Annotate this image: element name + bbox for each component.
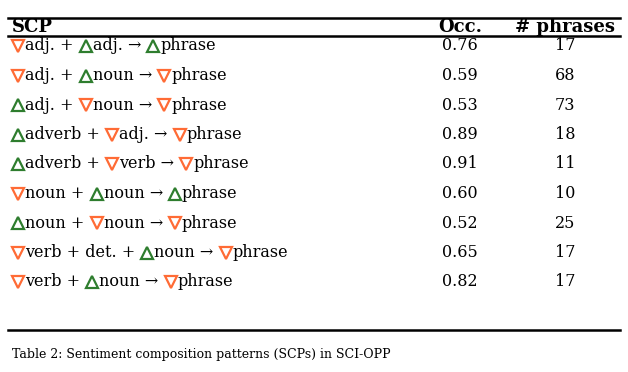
Text: adj. →: adj. → — [119, 126, 173, 143]
Text: noun +: noun + — [25, 215, 90, 231]
Text: 0.65: 0.65 — [442, 244, 478, 261]
Text: phrase: phrase — [160, 38, 216, 55]
Text: # phrases: # phrases — [515, 18, 615, 36]
Text: 0.76: 0.76 — [442, 38, 478, 55]
Text: noun →: noun → — [92, 96, 157, 113]
Text: phrase: phrase — [182, 185, 237, 202]
Text: 0.53: 0.53 — [442, 96, 478, 113]
Text: phrase: phrase — [233, 244, 288, 261]
Text: verb →: verb → — [119, 155, 179, 173]
Text: noun →: noun → — [154, 244, 219, 261]
Text: 17: 17 — [555, 244, 575, 261]
Text: 0.89: 0.89 — [442, 126, 478, 143]
Text: 0.59: 0.59 — [442, 67, 478, 84]
Text: 73: 73 — [555, 96, 575, 113]
Text: adverb +: adverb + — [25, 155, 105, 173]
Text: 25: 25 — [555, 215, 575, 231]
Text: 10: 10 — [555, 185, 575, 202]
Text: 0.82: 0.82 — [442, 273, 478, 291]
Text: 17: 17 — [555, 273, 575, 291]
Text: 68: 68 — [555, 67, 575, 84]
Text: 0.91: 0.91 — [442, 155, 478, 173]
Text: adj. +: adj. + — [25, 38, 78, 55]
Text: phrase: phrase — [187, 126, 242, 143]
Text: adj. +: adj. + — [25, 96, 78, 113]
Text: adj. →: adj. → — [92, 38, 146, 55]
Text: SCP: SCP — [12, 18, 53, 36]
Text: noun +: noun + — [25, 185, 90, 202]
Text: verb + det. +: verb + det. + — [25, 244, 141, 261]
Text: 18: 18 — [555, 126, 575, 143]
Text: 17: 17 — [555, 38, 575, 55]
Text: phrase: phrase — [182, 215, 237, 231]
Text: noun →: noun → — [92, 67, 157, 84]
Text: phrase: phrase — [171, 96, 227, 113]
Text: phrase: phrase — [178, 273, 233, 291]
Text: verb +: verb + — [25, 273, 85, 291]
Text: adverb +: adverb + — [25, 126, 105, 143]
Text: Table 2: Sentiment composition patterns (SCPs) in SCI-OPP: Table 2: Sentiment composition patterns … — [12, 348, 391, 361]
Text: phrase: phrase — [171, 67, 227, 84]
Text: 11: 11 — [555, 155, 575, 173]
Text: Occ.: Occ. — [438, 18, 482, 36]
Text: phrase: phrase — [193, 155, 249, 173]
Text: adj. +: adj. + — [25, 67, 78, 84]
Text: 0.52: 0.52 — [442, 215, 478, 231]
Text: noun →: noun → — [99, 273, 164, 291]
Text: noun →: noun → — [104, 215, 168, 231]
Text: 0.60: 0.60 — [442, 185, 478, 202]
Text: noun →: noun → — [104, 185, 168, 202]
